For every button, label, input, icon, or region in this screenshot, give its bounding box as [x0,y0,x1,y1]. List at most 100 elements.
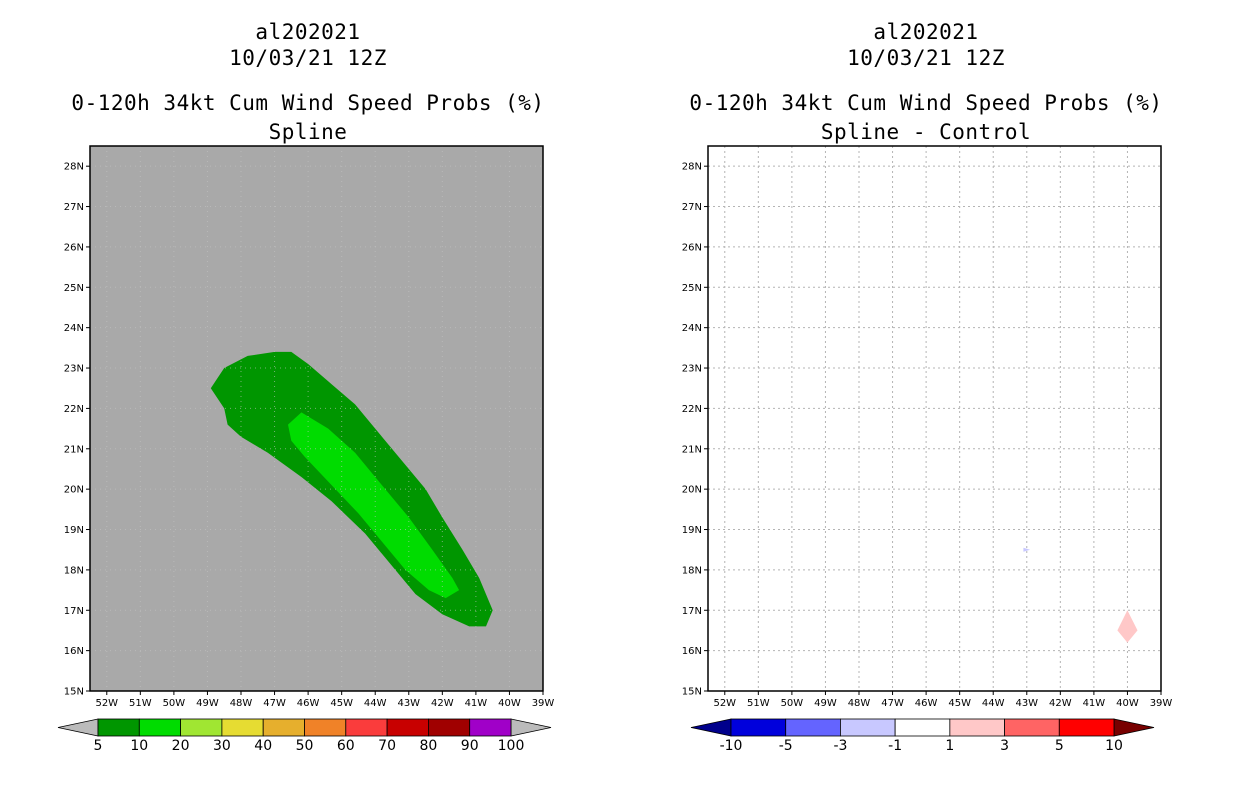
left-xtick-label: 51W [129,698,152,709]
right-xtick-label: 49W [814,698,837,709]
left-contour-1 [288,412,460,599]
right-xtick-label: 51W [747,698,770,709]
left-ytick-label: 26N [64,242,84,253]
left-ytick-label: 18N [64,565,84,576]
right-xtick-label: 40W [1116,698,1139,709]
left-ytick-label: 22N [64,404,84,415]
left-colorbar-label: 50 [296,738,314,754]
left-colorbar-label: 20 [172,738,190,754]
left-colorbar-swatch [138,718,182,737]
right-ytick-label: 17N [682,606,702,617]
right-xtick-label: 47W [881,698,904,709]
left-colorbar-label: 60 [337,738,355,754]
right-plot-frame [707,145,1162,692]
left-colorbar-label: 80 [419,738,437,754]
left-colorbar-label: 40 [254,738,272,754]
left-ytick-label: 23N [64,364,84,375]
right-colorbar-low-arrow [690,718,732,737]
left-ytick-label: 16N [64,646,84,657]
right-ytick-label: 22N [682,404,702,415]
right-xtick-label: 41W [1083,698,1106,709]
left-colorbar-label: 5 [94,738,103,754]
right-ytick-label: 21N [682,444,702,455]
left-chart-subtitle: Spline [268,120,348,144]
left-storm-id: al202021 [255,20,361,44]
right-colorbar-label: -1 [888,738,902,754]
left-xtick-label: 48W [230,698,253,709]
right-colorbar-swatch [840,718,896,737]
right-xtick-label: 43W [1015,698,1038,709]
left-ytick-label: 20N [64,485,84,496]
right-ytick-label: 18N [682,565,702,576]
right-xtick-label: 39W [1150,698,1173,709]
right-colorbar-swatch [785,718,841,737]
right-colorbar-label: 5 [1055,738,1064,754]
left-xtick-label: 50W [163,698,186,709]
left-datetime: 10/03/21 12Z [229,46,387,70]
right-colorbar-label: -10 [720,738,743,754]
right-chart-title: 0-120h 34kt Cum Wind Speed Probs (%) [689,91,1163,115]
right-ytick-label: 20N [682,485,702,496]
left-colorbar-swatch [180,718,223,737]
left-colorbar-label: 10 [130,738,148,754]
right-ytick-label: 19N [682,525,702,536]
right-datetime: 10/03/21 12Z [847,46,1005,70]
left-xtick-label: 41W [465,698,488,709]
left-colorbar-swatch [427,718,471,737]
right-ytick-label: 15N [682,687,702,698]
right-ytick-label: 24N [682,323,702,334]
left-ytick-label: 19N [64,525,84,536]
left-chart-title: 0-120h 34kt Cum Wind Speed Probs (%) [71,91,545,115]
right-ytick-label: 26N [682,242,702,253]
right-ytick-label: 25N [682,283,702,294]
right-colorbar-swatch [1004,718,1060,737]
right-xtick-label: 48W [848,698,871,709]
right-storm-id: al202021 [873,20,979,44]
right-xtick-label: 42W [1049,698,1072,709]
left-xtick-label: 52W [95,698,118,709]
left-xtick-label: 47W [263,698,286,709]
left-colorbar-swatch [221,718,264,737]
right-ytick-label: 28N [682,162,702,173]
right-colorbar-label: 10 [1105,738,1123,754]
right-colorbar-swatch [894,718,951,737]
left-colorbar-label: 100 [498,738,525,754]
left-colorbar-swatch [345,718,388,737]
right-ytick-label: 16N [682,646,702,657]
left-xtick-label: 39W [532,698,555,709]
right-ytick-label: 23N [682,364,702,375]
right-colorbar-swatch [1058,718,1115,737]
left-ytick-label: 25N [64,283,84,294]
right-colorbar-label: 1 [945,738,954,754]
right-xtick-label: 46W [915,698,938,709]
left-plot-frame [89,145,544,692]
left-xtick-label: 46W [297,698,320,709]
left-colorbar-swatch [386,718,429,737]
left-xtick-label: 42W [431,698,454,709]
left-ytick-label: 24N [64,323,84,334]
right-contour-1 [1117,610,1138,643]
left-colorbar-low-arrow [57,718,99,737]
right-plot-background [708,146,1161,691]
left-ytick-label: 21N [64,444,84,455]
left-ytick-label: 27N [64,202,84,213]
right-colorbar-swatch [949,718,1005,737]
right-colorbar-label: -3 [833,738,847,754]
right-chart-subtitle: Spline - Control [820,120,1032,144]
left-xtick-label: 44W [364,698,387,709]
left-ytick-label: 28N [64,162,84,173]
left-ytick-label: 17N [64,606,84,617]
left-ytick-label: 15N [64,687,84,698]
left-xtick-label: 40W [498,698,521,709]
right-xtick-label: 52W [713,698,736,709]
left-colorbar-high-arrow [510,718,552,737]
right-xtick-label: 44W [982,698,1005,709]
right-ytick-label: 27N [682,202,702,213]
right-colorbar-label: 3 [1000,738,1009,754]
right-xtick-label: 45W [948,698,971,709]
left-colorbar-label: 30 [213,738,231,754]
right-xtick-label: 50W [781,698,804,709]
left-colorbar-swatch [469,718,512,737]
right-colorbar-swatch [730,718,787,737]
